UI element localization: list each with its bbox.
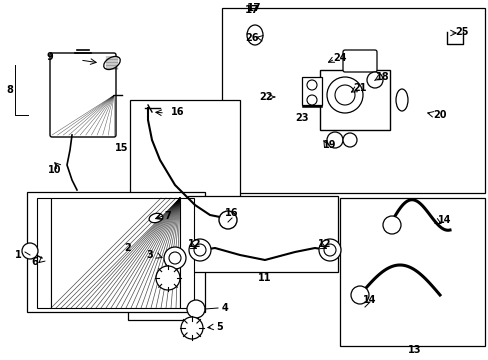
- Text: 11: 11: [258, 273, 271, 283]
- Bar: [37, 198, 51, 308]
- Ellipse shape: [395, 89, 407, 111]
- Circle shape: [318, 239, 340, 261]
- Circle shape: [181, 317, 203, 339]
- Circle shape: [306, 80, 316, 90]
- Text: 7: 7: [164, 211, 171, 221]
- Circle shape: [382, 216, 400, 234]
- FancyBboxPatch shape: [342, 50, 376, 72]
- Text: 19: 19: [323, 140, 336, 150]
- Text: 14: 14: [437, 215, 451, 225]
- Text: 10: 10: [48, 165, 61, 175]
- Text: 17: 17: [246, 3, 261, 13]
- Text: 12: 12: [318, 239, 331, 249]
- Ellipse shape: [149, 213, 163, 223]
- Bar: [130, 100, 240, 230]
- Circle shape: [326, 132, 342, 148]
- Text: 16: 16: [171, 107, 184, 117]
- Text: 13: 13: [407, 345, 421, 355]
- Ellipse shape: [246, 25, 263, 45]
- Bar: [180, 198, 194, 308]
- Circle shape: [186, 300, 204, 318]
- Text: 4: 4: [221, 303, 228, 313]
- Circle shape: [350, 286, 368, 304]
- Bar: [339, 198, 484, 346]
- Text: 22: 22: [259, 92, 272, 102]
- Circle shape: [22, 243, 38, 259]
- Circle shape: [194, 244, 205, 256]
- Text: 8: 8: [6, 85, 13, 95]
- Text: 2: 2: [124, 243, 131, 253]
- Bar: [128, 238, 198, 320]
- Bar: [27, 192, 204, 312]
- Ellipse shape: [103, 57, 120, 69]
- Text: 17: 17: [244, 5, 259, 15]
- Text: 9: 9: [46, 52, 53, 62]
- Bar: [302, 77, 321, 105]
- Text: 14: 14: [363, 295, 376, 305]
- Text: 26: 26: [245, 33, 258, 43]
- Text: 1: 1: [15, 250, 21, 260]
- Text: 3: 3: [146, 250, 153, 260]
- Circle shape: [169, 252, 181, 264]
- Circle shape: [342, 133, 356, 147]
- Text: 18: 18: [375, 72, 389, 82]
- Bar: [319, 70, 389, 130]
- Circle shape: [326, 77, 362, 113]
- Text: 12: 12: [188, 239, 202, 249]
- Text: 24: 24: [332, 53, 346, 63]
- Circle shape: [306, 95, 316, 105]
- Text: 21: 21: [352, 83, 366, 93]
- Text: 25: 25: [454, 27, 468, 37]
- Bar: [51, 198, 180, 308]
- Text: 20: 20: [432, 110, 446, 120]
- FancyBboxPatch shape: [50, 53, 116, 137]
- Circle shape: [324, 244, 335, 256]
- Text: 23: 23: [295, 113, 308, 123]
- Circle shape: [163, 247, 185, 269]
- Circle shape: [366, 72, 382, 88]
- Circle shape: [189, 239, 210, 261]
- Bar: [187, 196, 337, 272]
- Circle shape: [156, 266, 180, 290]
- Circle shape: [334, 85, 354, 105]
- Circle shape: [219, 211, 237, 229]
- Text: 5: 5: [216, 322, 223, 332]
- Text: 6: 6: [32, 257, 38, 267]
- Text: 15: 15: [115, 143, 128, 153]
- Bar: [222, 8, 484, 193]
- Text: 16: 16: [225, 208, 238, 218]
